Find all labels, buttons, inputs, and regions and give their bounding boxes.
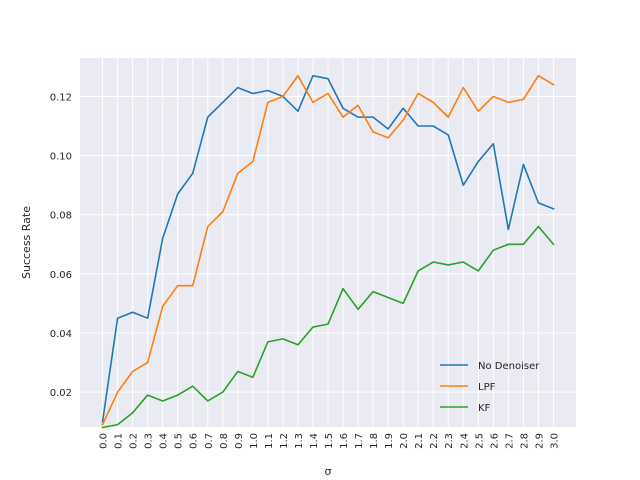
x-tick-label: 2.2 bbox=[429, 433, 440, 449]
x-tick-label: 2.1 bbox=[414, 433, 425, 449]
x-tick-label: 0.1 bbox=[114, 433, 125, 449]
x-tick-label: 1.7 bbox=[354, 433, 365, 449]
x-tick-label: 0.0 bbox=[99, 433, 110, 449]
x-tick-label: 0.4 bbox=[159, 433, 170, 449]
y-tick-label: 0.08 bbox=[50, 211, 72, 222]
x-tick-label: 1.4 bbox=[309, 433, 320, 449]
x-tick-label: 1.1 bbox=[264, 433, 275, 449]
legend-label-no-denoiser: No Denoiser bbox=[478, 361, 540, 372]
x-tick-label: 0.8 bbox=[219, 433, 230, 449]
x-tick-label: 0.2 bbox=[129, 433, 140, 449]
x-tick-label: 2.8 bbox=[519, 433, 530, 449]
series-lines bbox=[101, 74, 555, 429]
x-tick-label: 0.7 bbox=[204, 433, 215, 449]
y-tick-label: 0.12 bbox=[50, 92, 72, 103]
y-tick-label: 0.10 bbox=[50, 152, 72, 163]
series-line-no-denoiser bbox=[101, 74, 555, 423]
x-tick-label: 2.0 bbox=[399, 433, 410, 449]
x-tick-label: 0.5 bbox=[174, 433, 185, 449]
series-line-lpf bbox=[101, 74, 555, 426]
series-line-kf bbox=[101, 225, 555, 429]
legend-label-kf: KF bbox=[478, 403, 491, 414]
x-tick-label: 2.7 bbox=[504, 433, 515, 449]
x-tick-labels: 0.0 0.1 0.2 0.3 0.4 0.5 0.6 0.7 0.8 0.9 1.0 1.1 1.2 1… bbox=[99, 433, 561, 449]
x-tick-label: 2.4 bbox=[459, 433, 470, 449]
x-tick-label: 0.6 bbox=[189, 433, 200, 449]
x-tick-label: 1.3 bbox=[294, 433, 305, 449]
y-axis-label: Success Rate bbox=[20, 206, 33, 279]
x-tick-label: 2.9 bbox=[534, 433, 545, 449]
x-tick-label: 0.3 bbox=[144, 433, 155, 449]
x-tick-label: 1.8 bbox=[369, 433, 380, 449]
x-tick-label: 2.3 bbox=[444, 433, 455, 449]
x-tick-label: 1.9 bbox=[384, 433, 395, 449]
x-tick-label: 1.6 bbox=[339, 433, 350, 449]
y-tick-label: 0.02 bbox=[50, 388, 72, 399]
legend-label-lpf: LPF bbox=[478, 382, 496, 393]
grid-lines bbox=[80, 58, 576, 427]
y-tick-label: 0.04 bbox=[50, 329, 72, 340]
legend: No Denoiser LPF KF bbox=[440, 361, 540, 414]
x-tick-label: 3.0 bbox=[549, 433, 560, 449]
x-axis-label: σ bbox=[325, 465, 332, 478]
y-tick-labels: 0.02 0.04 0.06 0.08 0.10 0.12 bbox=[50, 92, 72, 399]
y-tick-label: 0.06 bbox=[50, 270, 72, 281]
x-tick-label: 2.5 bbox=[474, 433, 485, 449]
x-tick-label: 1.5 bbox=[324, 433, 335, 449]
x-tick-label: 2.6 bbox=[489, 433, 500, 449]
x-tick-label: 1.2 bbox=[279, 433, 290, 449]
x-tick-label: 0.9 bbox=[234, 433, 245, 449]
x-tick-label: 1.0 bbox=[249, 433, 260, 449]
